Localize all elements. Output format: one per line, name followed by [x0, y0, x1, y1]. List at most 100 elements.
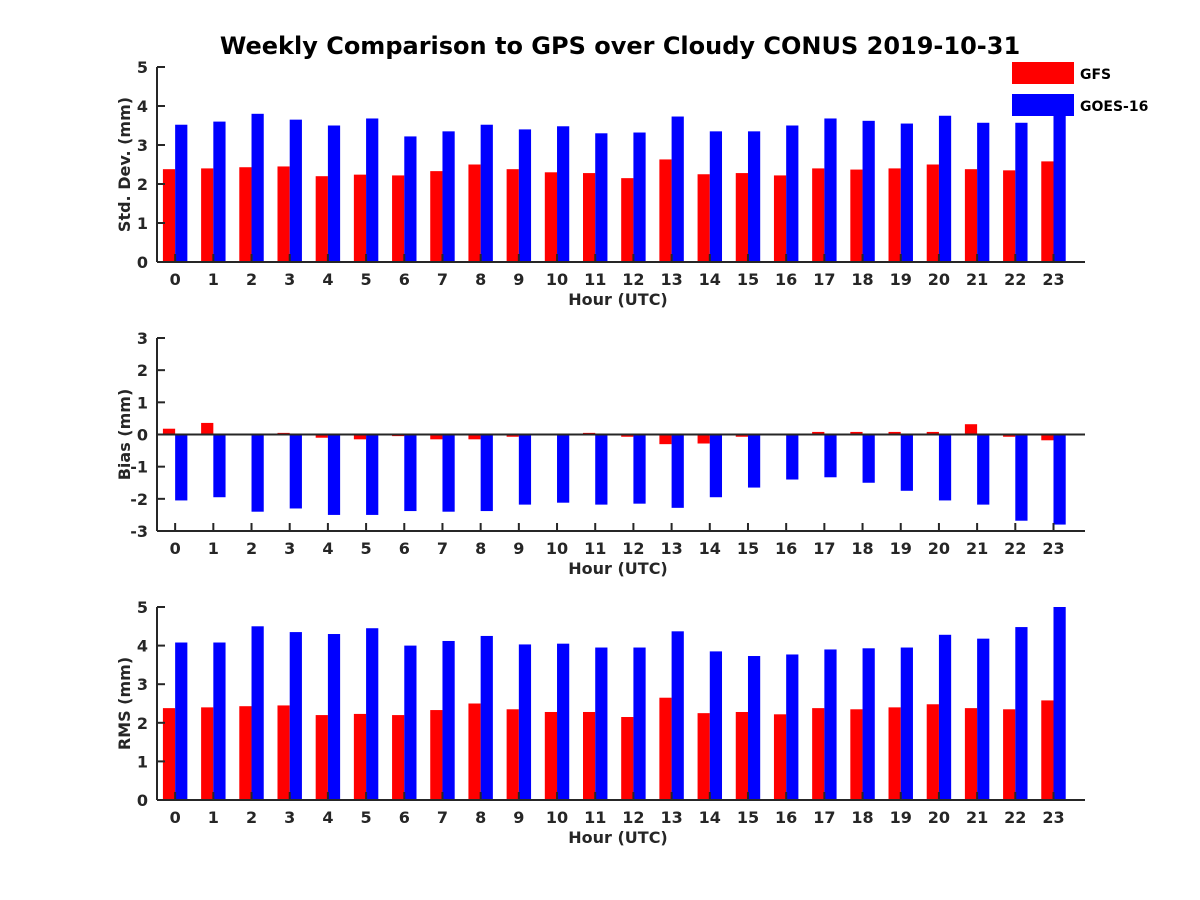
bar-gfs-23 — [1041, 161, 1054, 262]
bar-goes16-13 — [671, 116, 684, 262]
bar-goes16-20 — [938, 115, 952, 262]
y-axis-label: Bias (mm) — [115, 389, 134, 481]
bar-goes16-2 — [251, 434, 264, 512]
bar-goes16-0 — [175, 434, 188, 501]
y-axis-label: Std. Dev. (mm) — [115, 97, 134, 232]
y-tick-label: 0 — [137, 791, 148, 810]
x-tick-label: 21 — [966, 808, 988, 827]
bar-goes16-8 — [480, 635, 493, 800]
x-tick-label: 6 — [399, 270, 410, 289]
y-tick-label: -3 — [130, 522, 148, 541]
bar-goes16-13 — [671, 631, 684, 800]
x-axis-label: Hour (UTC) — [568, 290, 668, 309]
x-tick-label: 4 — [322, 539, 333, 558]
bar-gfs-21 — [964, 169, 978, 262]
bar-goes16-7 — [442, 434, 455, 512]
bar-gfs-12 — [621, 434, 634, 437]
bar-goes16-17 — [824, 434, 837, 478]
bar-goes16-16 — [786, 434, 799, 480]
bar-goes16-15 — [747, 656, 761, 800]
y-tick-label: 4 — [137, 97, 148, 116]
bar-gfs-5 — [353, 174, 367, 262]
bar-gfs-2 — [239, 706, 252, 800]
x-tick-label: 17 — [813, 539, 835, 558]
x-tick-label: 18 — [851, 539, 873, 558]
bar-gfs-6 — [392, 175, 405, 262]
x-tick-label: 7 — [437, 808, 448, 827]
x-tick-label: 19 — [890, 270, 912, 289]
bar-gfs-16 — [773, 714, 787, 800]
bar-goes16-18 — [862, 120, 875, 262]
x-tick-label: 15 — [737, 539, 759, 558]
bar-gfs-4 — [315, 434, 328, 438]
bar-goes16-19 — [900, 647, 913, 800]
bar-goes16-3 — [289, 434, 302, 509]
x-tick-label: 9 — [513, 539, 524, 558]
x-tick-label: 9 — [513, 270, 524, 289]
bar-goes16-14 — [709, 651, 723, 800]
x-tick-label: 23 — [1042, 270, 1064, 289]
y-tick-label: 3 — [137, 329, 148, 348]
bar-gfs-7 — [430, 171, 443, 262]
bar-goes16-14 — [709, 131, 723, 262]
bar-goes16-22 — [1015, 122, 1028, 263]
x-tick-label: 7 — [437, 539, 448, 558]
x-tick-label: 4 — [322, 270, 333, 289]
bar-goes16-21 — [977, 434, 990, 505]
bar-goes16-4 — [327, 125, 341, 262]
bar-gfs-0 — [162, 428, 176, 435]
x-tick-label: 11 — [584, 539, 606, 558]
x-tick-label: 3 — [284, 270, 295, 289]
bar-gfs-23 — [1041, 434, 1054, 441]
x-tick-label: 14 — [699, 270, 721, 289]
x-tick-label: 8 — [475, 808, 486, 827]
bar-gfs-13 — [659, 697, 672, 800]
x-tick-label: 6 — [399, 808, 410, 827]
y-tick-label: 4 — [137, 637, 148, 656]
bar-gfs-19 — [888, 431, 901, 435]
bar-goes16-18 — [862, 648, 875, 800]
bar-gfs-18 — [850, 431, 863, 435]
x-tick-label: 12 — [622, 808, 644, 827]
x-tick-label: 4 — [322, 808, 333, 827]
bar-gfs-0 — [162, 169, 176, 262]
x-tick-label: 2 — [246, 539, 257, 558]
bar-goes16-4 — [327, 434, 341, 515]
x-tick-label: 16 — [775, 808, 797, 827]
x-tick-label: 0 — [170, 808, 181, 827]
y-tick-label: 5 — [137, 58, 148, 77]
bar-goes16-7 — [442, 640, 455, 800]
bar-goes16-7 — [442, 131, 455, 262]
x-tick-label: 13 — [660, 808, 682, 827]
x-tick-label: 23 — [1042, 539, 1064, 558]
x-tick-label: 11 — [584, 270, 606, 289]
bar-goes16-6 — [404, 645, 417, 800]
x-tick-label: 12 — [622, 539, 644, 558]
x-axis-label: Hour (UTC) — [568, 828, 668, 847]
x-tick-label: 22 — [1004, 539, 1026, 558]
bar-goes16-6 — [404, 434, 417, 512]
legend-swatch-goes16 — [1012, 94, 1074, 116]
bar-gfs-1 — [201, 707, 214, 800]
x-tick-label: 15 — [737, 808, 759, 827]
bar-goes16-6 — [404, 136, 417, 262]
x-tick-label: 8 — [475, 539, 486, 558]
bar-gfs-15 — [735, 173, 748, 262]
x-tick-label: 5 — [361, 539, 372, 558]
bar-gfs-4 — [315, 715, 328, 800]
bar-goes16-23 — [1053, 112, 1066, 262]
bar-gfs-18 — [850, 709, 863, 800]
y-tick-label: -1 — [130, 458, 148, 477]
bar-goes16-16 — [786, 654, 799, 800]
x-tick-label: 22 — [1004, 270, 1026, 289]
y-tick-label: 2 — [137, 175, 148, 194]
bar-goes16-15 — [747, 434, 761, 488]
bar-goes16-15 — [747, 131, 761, 262]
bar-gfs-12 — [621, 178, 634, 262]
bar-goes16-3 — [289, 119, 302, 263]
x-tick-label: 5 — [361, 270, 372, 289]
bar-goes16-1 — [213, 642, 226, 800]
